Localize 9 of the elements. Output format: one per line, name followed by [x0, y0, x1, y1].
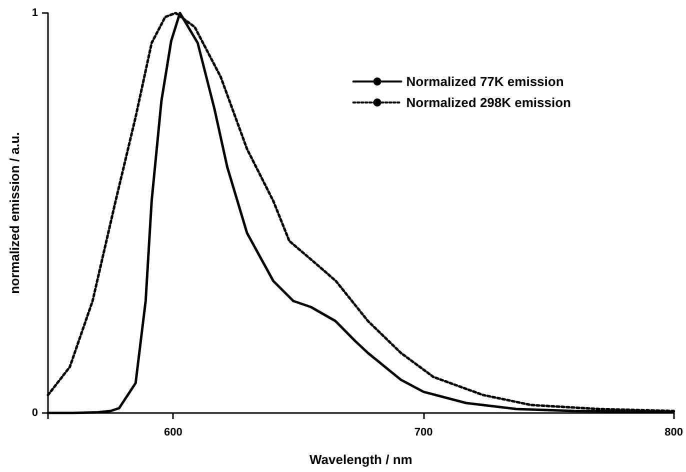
x-tick-label: 600: [164, 426, 182, 438]
y-axis-title: normalized emission / a.u.: [7, 132, 22, 294]
y-tick-label: 0: [32, 407, 38, 419]
legend-label: Normalized 298K emission: [406, 95, 572, 110]
y-tick-label: 1: [32, 7, 38, 19]
x-tick-label: 700: [414, 426, 433, 438]
x-axis-title: Wavelength / nm: [310, 452, 412, 467]
x-tick-label: 800: [664, 426, 684, 438]
legend-label: Normalized 77K emission: [406, 74, 564, 89]
